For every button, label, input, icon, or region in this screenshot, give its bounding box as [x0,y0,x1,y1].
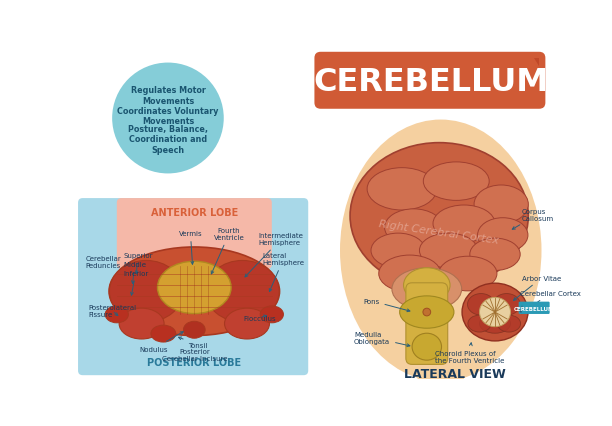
Ellipse shape [367,168,437,210]
Text: Corpus
Callosum: Corpus Callosum [512,208,554,230]
Ellipse shape [468,315,491,332]
Ellipse shape [371,233,425,268]
Ellipse shape [151,325,176,342]
Text: CEREBELLUM: CEREBELLUM [314,66,549,97]
Ellipse shape [206,261,279,322]
Text: Pons: Pons [364,298,410,312]
Ellipse shape [110,261,183,322]
Text: Intermediate
Hemisphere: Intermediate Hemisphere [245,233,304,277]
FancyBboxPatch shape [406,283,448,365]
Ellipse shape [493,294,520,315]
Ellipse shape [350,143,528,289]
Text: Tonsil: Tonsil [179,337,208,348]
Ellipse shape [433,205,495,242]
Ellipse shape [439,256,497,291]
Ellipse shape [474,186,528,224]
Text: Flocculus: Flocculus [243,315,276,321]
Text: Cerebellar
Peduncles: Cerebellar Peduncles [86,256,122,269]
FancyBboxPatch shape [518,302,550,314]
Ellipse shape [470,239,520,271]
Ellipse shape [384,209,442,246]
Text: Lateral
Hemisphere: Lateral Hemisphere [263,253,305,292]
Text: ANTERIOR LOBE: ANTERIOR LOBE [151,207,238,217]
Text: Inferior: Inferior [123,271,148,296]
Text: Cerebellar Cortex: Cerebellar Cortex [520,291,581,314]
Text: Posterolateral
Fissure: Posterolateral Fissure [88,304,136,317]
Text: CEREBELLUM: CEREBELLUM [513,306,554,311]
Ellipse shape [225,308,269,339]
Ellipse shape [392,268,461,311]
FancyBboxPatch shape [117,199,272,269]
Text: Choroid Plexus of
the Fourth Ventricle: Choroid Plexus of the Fourth Ventricle [435,343,504,363]
Polygon shape [534,59,539,66]
Ellipse shape [477,218,528,253]
Text: Coordinates Voluntary
Movements: Coordinates Voluntary Movements [118,107,218,126]
Ellipse shape [403,268,450,303]
Text: Arbor Vitae: Arbor Vitae [513,275,561,301]
Text: POSTERIOR LOBE: POSTERIOR LOBE [147,357,241,367]
Ellipse shape [105,306,129,323]
Text: Superior: Superior [123,252,152,274]
Text: Right Cerebral Cortex: Right Cerebral Cortex [378,218,500,245]
Ellipse shape [340,120,542,381]
Text: Posterior
Cerebellar Incisure: Posterior Cerebellar Incisure [162,348,227,361]
Ellipse shape [412,334,441,360]
Ellipse shape [184,322,205,338]
Ellipse shape [419,233,477,268]
Text: Vermis: Vermis [179,230,202,265]
FancyBboxPatch shape [78,199,308,375]
Text: LATERAL VIEW: LATERAL VIEW [404,367,506,380]
Ellipse shape [498,315,521,332]
Ellipse shape [424,162,489,201]
Text: Regulates Motor
Movements: Regulates Motor Movements [130,86,206,105]
Text: Medulla
Oblongata: Medulla Oblongata [354,331,410,347]
Ellipse shape [109,248,280,336]
Ellipse shape [479,314,510,334]
Ellipse shape [400,296,454,328]
Ellipse shape [462,283,528,341]
Ellipse shape [379,256,441,292]
Text: Nodulus: Nodulus [140,332,183,352]
Ellipse shape [479,298,510,327]
Circle shape [423,308,431,316]
Text: Fourth
Ventricle: Fourth Ventricle [211,227,245,274]
Ellipse shape [260,306,283,323]
Ellipse shape [119,308,164,339]
Ellipse shape [468,294,494,315]
Text: Middle: Middle [123,261,146,284]
Text: Posture, Balance,
Coordination and
Speech: Posture, Balance, Coordination and Speec… [128,124,208,154]
FancyBboxPatch shape [315,53,545,109]
FancyBboxPatch shape [417,347,464,385]
Circle shape [112,63,224,174]
Ellipse shape [157,262,231,314]
